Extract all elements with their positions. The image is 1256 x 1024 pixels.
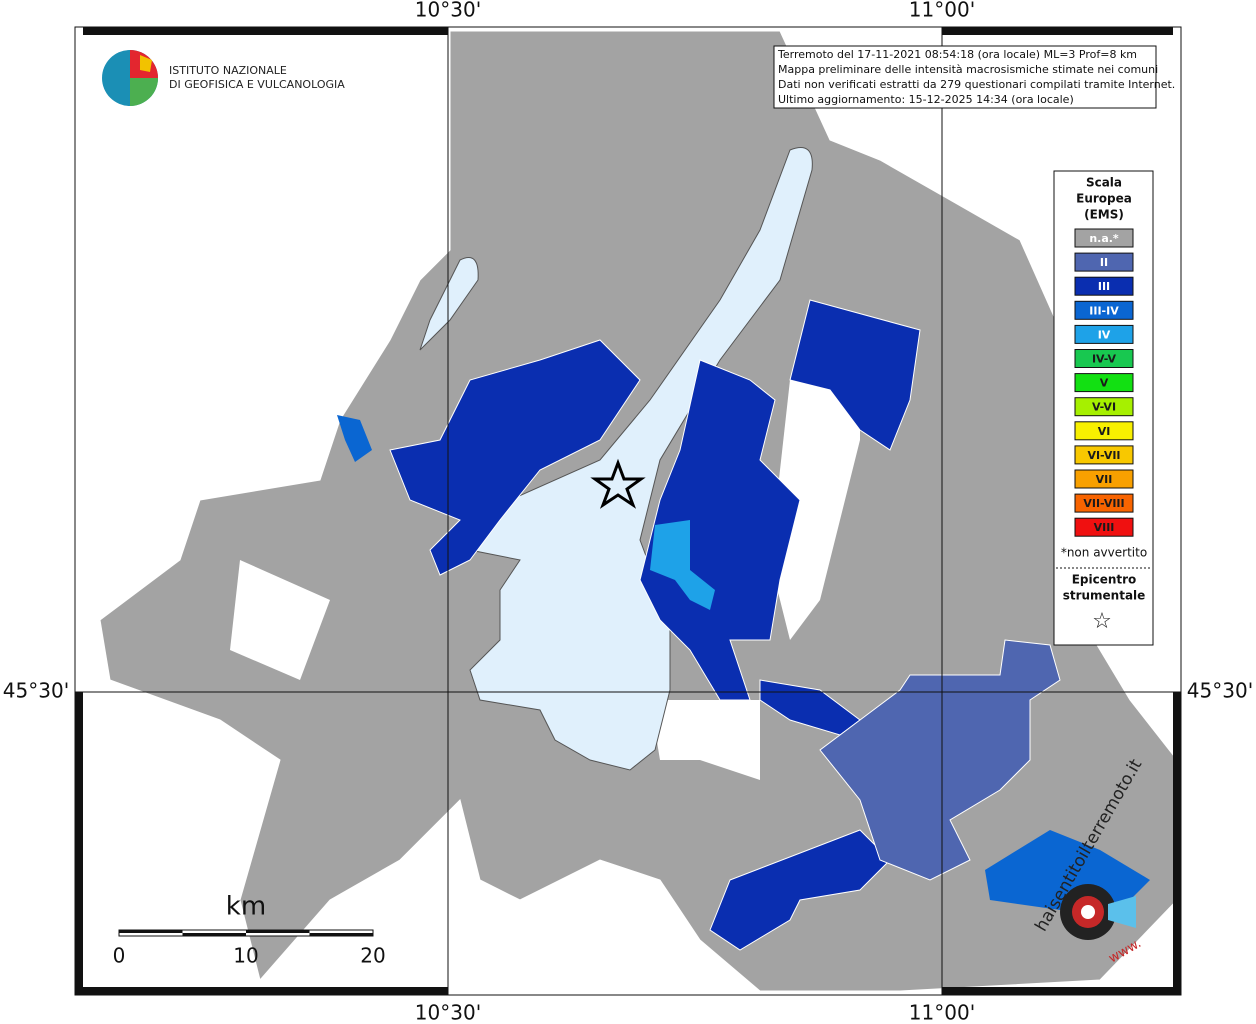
legend-swatch <box>1074 373 1134 393</box>
coord-label: 45°30' <box>3 679 69 703</box>
graticule <box>75 27 1181 995</box>
scale-label: 0 <box>113 944 126 968</box>
legend-epicenter-symbol: ☆ <box>1092 609 1112 634</box>
legend-label: IV-V <box>1092 353 1117 366</box>
legend-label: IV <box>1098 328 1111 341</box>
scale-bar: km 0 10 20 <box>113 892 386 968</box>
legend-swatch <box>1074 276 1134 296</box>
logo-text: ISTITUTO NAZIONALE <box>169 64 287 77</box>
legend-label: III <box>1098 280 1110 293</box>
scale-label: 10 <box>233 944 258 968</box>
legend-label: n.a.* <box>1089 232 1119 245</box>
scale-unit: km <box>226 892 266 922</box>
legend-label: II <box>1100 256 1108 269</box>
legend-title: Scala <box>1086 176 1122 190</box>
legend-note: *non avvertito <box>1061 546 1147 560</box>
legend-label: III-IV <box>1089 304 1119 317</box>
legend: Scala Europea (EMS) *non avvertito Epice… <box>1053 170 1154 646</box>
legend-swatch <box>1074 469 1134 489</box>
legend-swatch <box>1074 324 1134 344</box>
info-line: Terremoto del 17-11-2021 08:54:18 (ora l… <box>777 48 1137 61</box>
legend-swatch <box>1074 252 1134 272</box>
info-line: Mappa preliminare delle intensità macros… <box>778 63 1158 76</box>
legend-swatch <box>1074 228 1134 248</box>
coord-label: 10°30' <box>415 0 481 22</box>
logo-text: DI GEOFISICA E VULCANOLOGIA <box>169 78 345 91</box>
legend-swatch <box>1074 397 1134 417</box>
info-line: Dati non verificati estratti da 279 ques… <box>778 78 1175 91</box>
legend-label: VI <box>1098 425 1111 438</box>
legend-label: VIII <box>1094 521 1115 534</box>
legend-epicenter: Epicentro <box>1072 573 1137 587</box>
legend-label: V-VI <box>1092 401 1116 414</box>
info-box: Terremoto del 17-11-2021 08:54:18 (ora l… <box>773 45 1175 109</box>
map-area <box>79 30 1178 992</box>
legend-swatch <box>1074 517 1134 537</box>
legend-swatch <box>1074 300 1134 320</box>
legend-label: V <box>1100 377 1109 390</box>
legend-swatch <box>1074 493 1134 513</box>
logo: ISTITUTO NAZIONALE DI GEOFISICA E VULCAN… <box>102 50 345 106</box>
legend-label: VII-VIII <box>1083 497 1124 510</box>
legend-label: VI-VII <box>1087 449 1120 462</box>
legend-epicenter: strumentale <box>1063 589 1146 603</box>
coord-label: 10°30' <box>415 1001 481 1024</box>
legend-label: VII <box>1096 473 1113 486</box>
coord-label: 11°00' <box>909 1001 975 1024</box>
info-line: Ultimo aggiornamento: 15-12-2025 14:34 (… <box>778 93 1074 106</box>
legend-swatch <box>1074 349 1134 368</box>
legend-swatch <box>1074 445 1134 465</box>
legend-swatch <box>1074 421 1134 441</box>
coord-label: 11°00' <box>909 0 975 22</box>
scale-label: 20 <box>360 944 385 968</box>
legend-title: (EMS) <box>1084 208 1124 222</box>
frame <box>74 26 1182 996</box>
coord-label: 45°30' <box>1187 679 1253 703</box>
legend-title: Europea <box>1076 192 1132 206</box>
